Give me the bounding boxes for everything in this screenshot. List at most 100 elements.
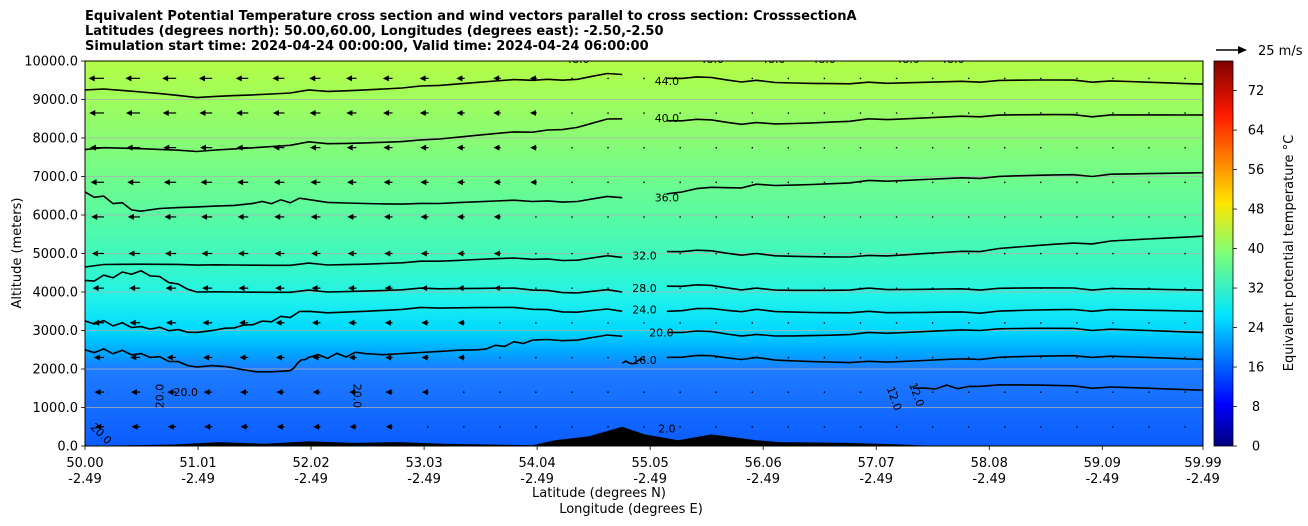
wind-vector-arrow [607,77,609,80]
wind-vector-arrow [931,356,934,359]
contour-line [666,354,1203,364]
wind-vector-arrow [530,109,537,116]
wind-vector-arrow [751,112,753,114]
wind-vector-arrow [274,213,281,220]
wind-vector-arrow [346,144,353,151]
wind-vector-arrow [787,391,790,393]
wind-vector-arrow [1076,252,1078,255]
wind-vector-arrow [859,322,862,324]
wind-vector-arrow [643,287,645,289]
contour-line [85,254,623,268]
wind-vector-arrow [715,252,717,255]
wind-vector-arrow [419,75,426,82]
contour-label: 48.0 [565,53,590,66]
wind-vector-arrow [931,216,934,218]
wind-vector-arrow [349,389,356,396]
contour-line [666,327,1203,337]
wind-vector-arrow [456,144,463,151]
wind-vector-arrow [679,322,681,324]
wind-vector-arrow [715,391,717,393]
wind-vector-arrow [130,354,137,361]
wind-vector-arrow [679,252,681,255]
wind-vector-arrow [126,109,133,116]
wind-vector-arrow [1076,216,1078,218]
wind-vector-arrow [607,426,609,428]
wind-vector-arrow [967,322,970,324]
wind-vector-arrow [1004,252,1006,255]
wind-vector-arrow [571,216,573,218]
wind-vector-arrow [383,213,390,220]
wind-vector-arrow [571,147,573,149]
wind-vector-arrow [162,109,169,116]
wind-vector-arrow [493,109,500,116]
wind-vector-arrow [1040,77,1042,80]
colorbar-tick-label: 72 [1248,84,1265,99]
wind-vector-arrow [715,356,717,359]
wind-vector-arrow [125,75,132,82]
wind-vector-arrow [895,77,898,80]
colorbar-tick-label: 32 [1248,282,1265,297]
wind-vector-arrow [607,181,609,184]
wind-vector-arrow [1040,322,1042,324]
wind-vector-arrow [91,213,98,220]
x-tick-label-longitude: -2.49 [1085,472,1119,487]
wind-vector-arrow [931,322,934,324]
wind-vector-arrow [751,77,753,80]
wind-vector-arrow [90,179,97,186]
x-tick-label-longitude: -2.49 [972,472,1006,487]
wind-vector-arrow [1040,147,1042,149]
wind-vector-arrow [535,216,537,218]
contour-label: 20.0 [351,384,364,409]
contour-line [666,76,1203,85]
wind-vector-arrow [1076,322,1078,324]
wind-vector-arrow [127,213,134,220]
wind-vector-arrow [201,213,208,220]
wind-vector-arrow [823,322,826,324]
wind-vector-arrow [859,356,862,359]
wind-vector-arrow [967,77,970,80]
x-axis: 50.00-2.4951.01-2.4952.02-2.4953.03-2.49… [66,446,1222,487]
wind-vector-arrow [1112,356,1114,359]
x-tick-label-latitude: 59.99 [1184,456,1221,471]
y-tick-label: 4000.0 [33,286,79,301]
wind-vector-arrow [967,216,970,218]
wind-vector-arrow [347,213,354,220]
wind-vector-arrow [457,319,464,326]
wind-vector-arrow [275,319,282,326]
wind-vector-arrow [499,322,501,324]
wind-vector-arrow [272,109,279,116]
wind-vector-arrow [131,423,138,430]
wind-vector-arrow [535,252,537,255]
wind-vector-arrow [129,319,136,326]
contour-line [666,235,1203,258]
wind-vector-arrow [1004,391,1006,393]
x-tick-label-latitude: 52.02 [292,456,329,471]
colorbar-tick-label: 0 [1252,440,1260,455]
x-tick-label-longitude: -2.49 [68,472,102,487]
x-axis-label-longitude: Longitude (degrees E) [559,502,703,517]
wind-vector-arrow [1040,426,1042,428]
wind-vector-arrow [276,389,283,396]
wind-vector-arrow [1112,216,1114,218]
wind-vector-arrow [1184,77,1186,80]
wind-vector-arrow [787,252,790,255]
wind-vector-arrow [715,181,717,184]
wind-vector-arrow [607,356,609,359]
quiver-key-arrowhead-icon [1238,46,1247,54]
wind-vector-arrow [1184,112,1186,114]
contour-label: 24.0 [632,303,657,316]
wind-vector-arrow [535,322,537,324]
wind-vector-arrow [1148,391,1150,393]
x-tick-label-longitude: -2.49 [859,472,893,487]
contour-label: 48.0 [761,53,786,66]
wind-vector-arrow [239,354,246,361]
wind-vector-arrow [643,252,645,255]
wind-vector-arrow [967,426,970,428]
x-tick-label-longitude: -2.49 [633,472,667,487]
wind-vector-arrow [823,287,826,289]
wind-vector-arrow [167,389,174,396]
wind-vector-arrow [1184,322,1186,324]
wind-vector-arrow [859,216,862,218]
contour-line [85,72,623,99]
